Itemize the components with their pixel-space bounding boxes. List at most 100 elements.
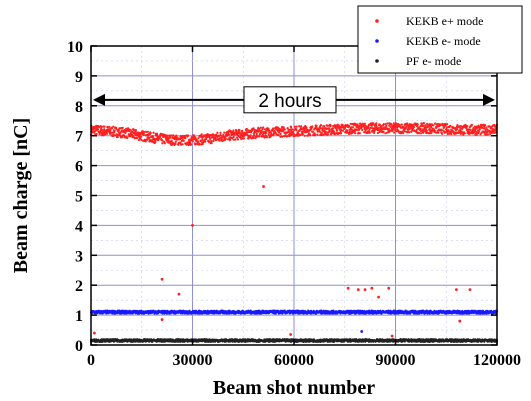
data-point [111, 127, 114, 130]
data-point [112, 125, 115, 128]
duration-label: 2 hours [258, 91, 321, 112]
legend-label-kekb-e-minus: KEKB e- mode [406, 34, 481, 48]
data-point [177, 143, 180, 146]
data-point [450, 132, 453, 136]
outlier-point [468, 288, 472, 292]
data-point [172, 134, 175, 137]
outlier-point [356, 288, 360, 292]
data-point [485, 126, 488, 129]
outlier-point [177, 292, 181, 296]
data-point [428, 312, 431, 315]
data-point [124, 131, 127, 134]
data-point [303, 134, 306, 137]
outlier-point [160, 277, 164, 281]
legend-label-pf-e-minus: PF e- mode [406, 54, 461, 68]
data-point [278, 131, 281, 134]
x-tick-label: 30000 [173, 352, 213, 369]
data-point [311, 125, 314, 128]
data-point [198, 143, 201, 146]
data-point [320, 131, 323, 134]
data-point [459, 127, 462, 131]
data-point [382, 123, 385, 126]
data-point [91, 130, 94, 133]
data-point [186, 134, 190, 137]
legend: KEKB e+ mode KEKB e- mode PF e- mode [357, 5, 523, 74]
data-point [349, 130, 352, 133]
data-point [305, 126, 308, 129]
data-point [420, 125, 423, 128]
data-point [246, 131, 249, 134]
data-point [210, 140, 213, 143]
data-point [456, 124, 459, 127]
x-tick-label: 120000 [473, 352, 521, 369]
data-point [375, 122, 378, 125]
data-point [218, 139, 221, 142]
data-point [281, 135, 284, 138]
data-point [209, 137, 212, 140]
outlier-point [377, 295, 380, 299]
duration-arrow-right-head [483, 93, 495, 106]
data-point [174, 142, 177, 146]
data-point [449, 124, 452, 127]
data-point [300, 125, 303, 128]
data-point [255, 132, 258, 136]
data-point [283, 128, 286, 131]
data-point [108, 125, 111, 128]
data-point [238, 129, 241, 132]
data-point [290, 126, 293, 129]
outlier-point [363, 288, 367, 292]
data-point [301, 133, 304, 136]
data-point [152, 131, 155, 134]
data-point [477, 130, 481, 133]
data-point [232, 135, 235, 139]
data-point [102, 134, 105, 137]
data-point [419, 129, 422, 133]
data-point [335, 132, 338, 135]
data-point [440, 128, 443, 131]
data-point [235, 130, 238, 133]
data-point [145, 130, 148, 133]
data-point [139, 137, 142, 140]
data-point [365, 125, 368, 128]
data-point [281, 130, 285, 133]
data-point [148, 136, 151, 139]
data-point [338, 128, 341, 131]
data-point [422, 124, 425, 127]
data-point [416, 123, 419, 126]
data-point [214, 136, 217, 139]
data-point [393, 131, 396, 134]
data-point [275, 133, 278, 136]
data-point [239, 136, 242, 139]
data-point [208, 141, 211, 144]
data-point [139, 135, 143, 138]
data-point [392, 128, 395, 131]
data-point [181, 143, 184, 146]
data-point [146, 130, 149, 133]
data-point [227, 133, 230, 136]
data-point [263, 128, 266, 131]
data-point [264, 130, 267, 133]
data-point [339, 126, 342, 129]
data-point [251, 129, 254, 132]
data-point [216, 131, 219, 134]
data-point [282, 126, 285, 129]
data-point [265, 136, 269, 139]
data-point [408, 131, 411, 134]
data-point [281, 312, 284, 315]
data-point [445, 128, 448, 131]
data-point [442, 126, 445, 129]
data-point [219, 134, 222, 137]
data-point [486, 133, 489, 136]
data-point [200, 133, 203, 136]
data-point [210, 142, 213, 145]
outlier-point [370, 286, 374, 290]
data-point [113, 134, 116, 137]
data-point [445, 126, 448, 129]
y-tick-label: 4 [75, 218, 83, 235]
data-point [340, 132, 343, 135]
data-point [279, 128, 282, 131]
data-point [277, 134, 280, 137]
data-point [163, 142, 166, 145]
data-point [245, 127, 248, 131]
data-point [419, 127, 422, 130]
